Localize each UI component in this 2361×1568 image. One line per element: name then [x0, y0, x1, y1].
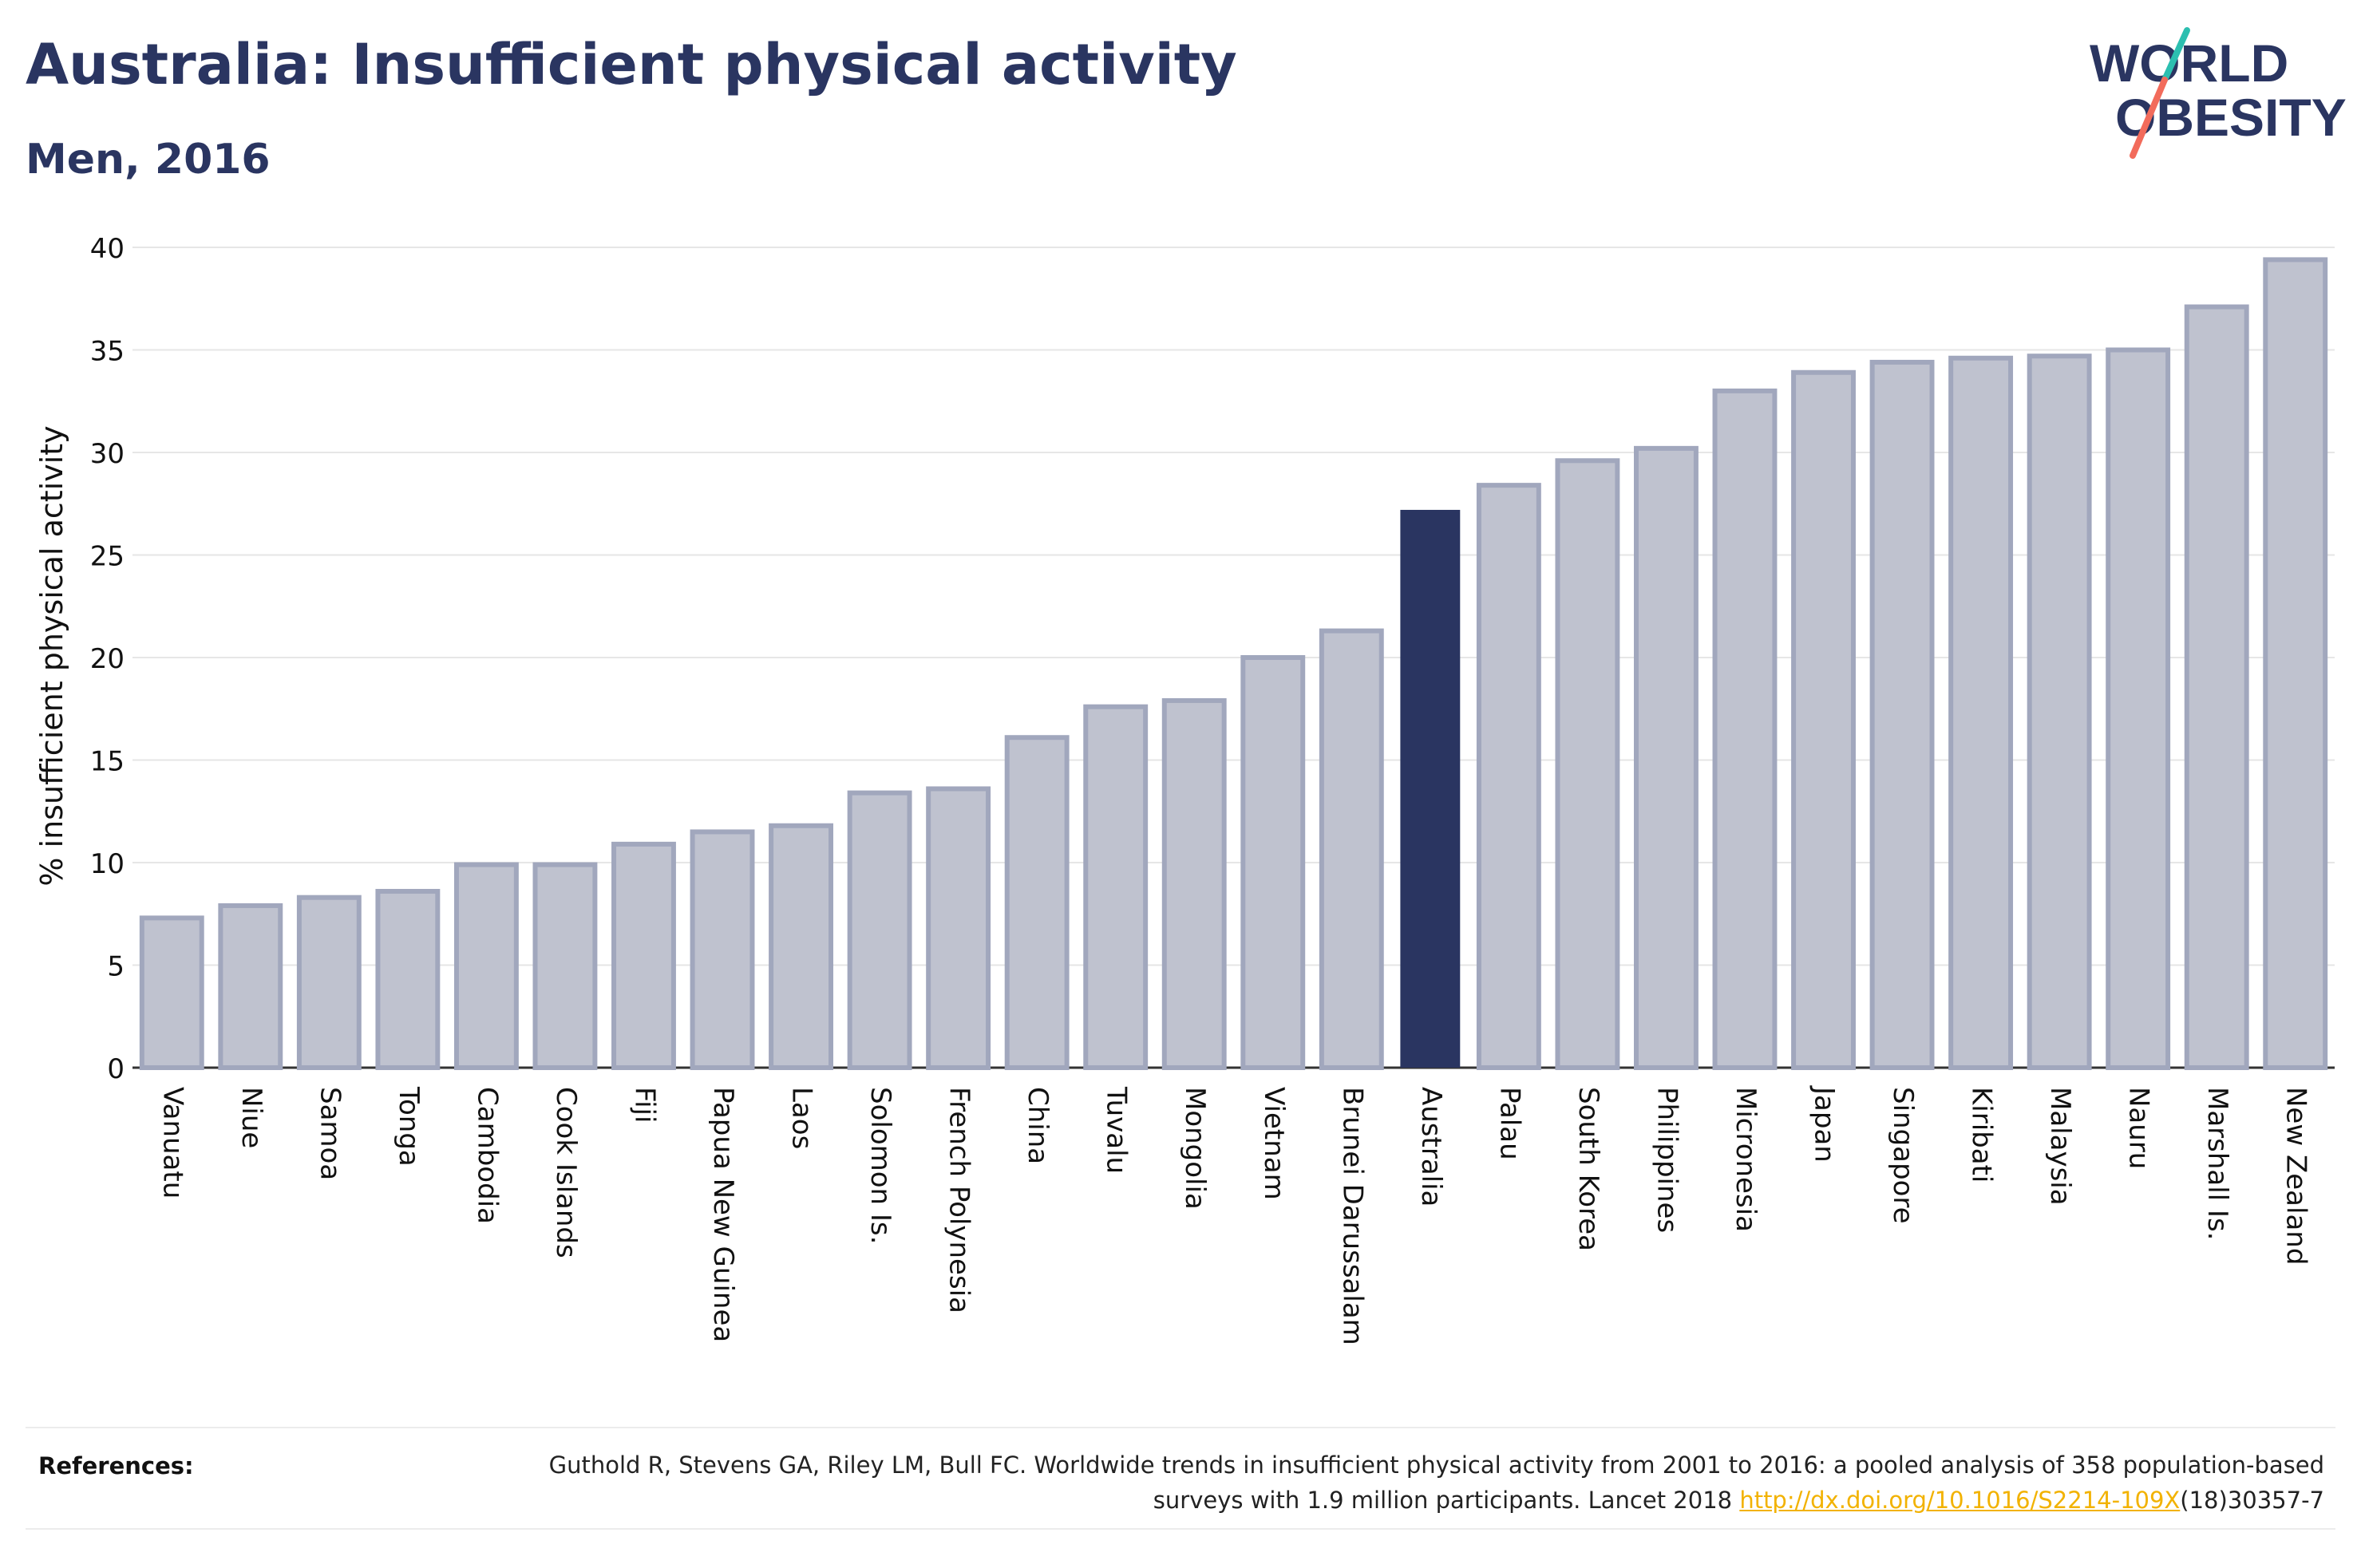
bar-japan	[1791, 369, 1856, 1070]
x-tick-label: New Zealand	[2280, 1087, 2312, 1265]
x-tick-label: French Polynesia	[943, 1087, 975, 1313]
x-tick-label: Palau	[1493, 1087, 1525, 1160]
references-text: Guthold R, Stevens GA, Riley LM, Bull FC…	[488, 1448, 2324, 1518]
references-doi-link[interactable]: http://dx.doi.org/10.1016/S2214-109X	[1739, 1487, 2181, 1514]
bar-south-korea	[1555, 458, 1620, 1070]
y-axis-ticks: 0 5 10 15 20 25 30 35 40	[90, 233, 125, 1085]
bar-china	[1004, 735, 1070, 1070]
y-tick-label: 10	[90, 848, 125, 880]
x-tick-label: Micronesia	[1730, 1087, 1762, 1232]
x-tick-label: Cambodia	[471, 1087, 503, 1224]
logo-slash-coral	[2130, 77, 2168, 159]
references-doi-suffix: (18)30357-7	[2180, 1487, 2324, 1514]
y-tick-label: 30	[90, 438, 125, 470]
bar-samoa	[296, 895, 362, 1070]
x-tick-label: Nauru	[2123, 1087, 2155, 1169]
bar-tuvalu	[1083, 704, 1149, 1070]
x-tick-label: Japan	[1809, 1085, 1841, 1163]
chart-title: Australia: Insufficient physical activit…	[26, 32, 1237, 97]
bar-cambodia	[453, 862, 519, 1070]
bar-papua-new-guinea	[690, 829, 755, 1070]
y-tick-label: 5	[107, 951, 125, 983]
bar-mongolia	[1161, 697, 1227, 1070]
bar-vietnam	[1240, 655, 1306, 1070]
y-axis-label: % insufficient physical activity	[34, 425, 69, 886]
bar-australia	[1400, 509, 1461, 1068]
y-tick-label: 20	[90, 643, 125, 675]
x-tick-label: Papua New Guinea	[707, 1087, 739, 1342]
bars	[139, 257, 2328, 1071]
x-axis-labels: Vanuatu Niue Samoa Tonga Cambodia Cook Island…	[156, 1085, 2312, 1345]
x-tick-label: Mongolia	[1179, 1087, 1211, 1210]
bar-niue	[218, 902, 283, 1070]
chart-subtitle: Men, 2016	[26, 136, 271, 184]
references-section: References: Guthold R, Stevens GA, Riley…	[26, 1427, 2335, 1530]
y-tick-label: 35	[90, 336, 125, 368]
bar-malaysia	[2027, 353, 2092, 1070]
x-tick-label: Australia	[1415, 1087, 1447, 1207]
x-tick-label: South Korea	[1572, 1087, 1604, 1251]
bar-marshall-is	[2184, 304, 2249, 1070]
bar-philippines	[1634, 445, 1699, 1070]
bar-fiji	[611, 841, 676, 1070]
y-tick-label: 0	[107, 1053, 125, 1085]
x-tick-label: Fiji	[628, 1087, 660, 1123]
bar-cook-islands	[532, 862, 598, 1070]
references-label: References:	[38, 1452, 194, 1479]
bar-tonga	[375, 888, 441, 1070]
bar-solomon-is	[847, 790, 912, 1070]
bar-palau	[1476, 483, 1541, 1070]
bar-kiribati	[1948, 355, 2014, 1070]
y-tick-label: 25	[90, 541, 125, 573]
bar-vanuatu	[139, 915, 204, 1071]
x-tick-label: China	[1022, 1087, 1054, 1164]
logo-slash-teal	[2161, 27, 2190, 83]
x-tick-label: Vanuatu	[156, 1087, 188, 1199]
x-tick-label: Laos	[786, 1087, 818, 1149]
y-tick-label: 15	[90, 746, 125, 778]
x-tick-label: Solomon Is.	[864, 1087, 896, 1244]
y-tick-label: 40	[90, 233, 125, 265]
bar-singapore	[1869, 359, 1935, 1071]
x-tick-label: Malaysia	[2044, 1087, 2076, 1206]
x-tick-label: Brunei Darussalam	[1336, 1087, 1368, 1345]
bar-nauru	[2106, 347, 2171, 1070]
bar-micronesia	[1712, 388, 1778, 1070]
bar-chart: 0 5 10 15 20 25 30 35 40 Vanuatu Niue Samoa Tonga Ca…	[34, 233, 2335, 1345]
x-tick-label: Niue	[235, 1087, 267, 1148]
x-tick-label: Tonga	[393, 1086, 425, 1167]
x-tick-label: Tuvalu	[1101, 1086, 1133, 1174]
x-tick-label: Kiribati	[1966, 1087, 1998, 1183]
x-tick-label: Singapore	[1887, 1087, 1919, 1224]
x-tick-label: Marshall Is.	[2201, 1087, 2233, 1241]
x-tick-label: Vietnam	[1258, 1087, 1290, 1200]
world-obesity-logo: WORLD OBESITY	[2090, 27, 2347, 159]
x-tick-label: Samoa	[314, 1087, 346, 1180]
x-tick-label: Philippines	[1651, 1087, 1683, 1233]
bar-laos	[769, 823, 833, 1070]
logo-word-world: WORLD	[2090, 34, 2288, 93]
bar-brunei-darussalam	[1319, 628, 1384, 1070]
bar-french-polynesia	[926, 786, 991, 1070]
references-citation: Guthold R, Stevens GA, Riley LM, Bull FC…	[548, 1451, 2324, 1514]
x-tick-label: Cook Islands	[550, 1087, 582, 1258]
bar-new-zealand	[2263, 257, 2328, 1071]
